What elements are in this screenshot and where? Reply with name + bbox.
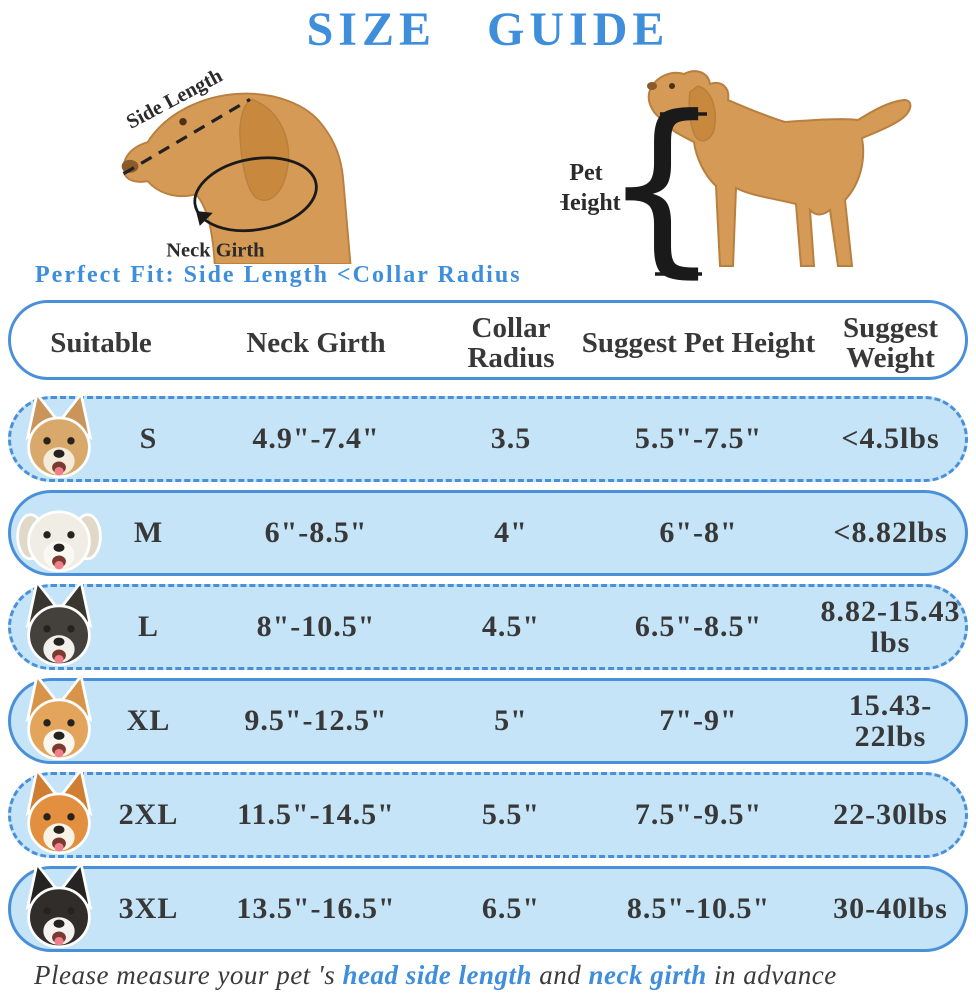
- pet-height-value: 7"-9": [659, 704, 738, 738]
- collar-radius-value: 4": [494, 516, 528, 550]
- pet-height-value: 7.5"-9.5": [634, 798, 763, 832]
- dog-head-measurement-illustration: Side Length Neck Girth: [121, 64, 352, 264]
- neck-girth-value: 6"-8.5": [264, 516, 368, 550]
- footer-text: Please measure your pet 's: [34, 960, 343, 990]
- weight-value: 22-30lbs: [833, 798, 948, 832]
- size-row-s: S 4.9"-7.4" 3.5 5.5"-7.5" <4.5lbs: [8, 390, 968, 482]
- size-row-xl: XL 9.5"-12.5" 5" 7"-9" 15.43-22lbs: [8, 672, 968, 764]
- weight-value: 8.82-15.43 lbs: [820, 594, 961, 659]
- neck-girth-value: 13.5"-16.5": [236, 892, 396, 926]
- pet-height-label-line2: Height: [560, 190, 621, 216]
- collar-radius-value: 5.5": [481, 798, 541, 832]
- size-row-l: L 8"-10.5" 4.5" 6.5"-8.5" 8.82-15.43 lbs: [8, 578, 968, 670]
- size-label: M: [133, 516, 164, 550]
- page-title: SIZE GUIDE: [306, 3, 670, 56]
- header-collar-radius: Collar Radius: [467, 311, 555, 374]
- header-weight: Suggest Weight: [842, 311, 939, 374]
- side-length-dashed-line: [122, 97, 251, 176]
- neck-girth-loop: [193, 156, 318, 233]
- pet-height-illustration: { Pet Height: [560, 70, 912, 295]
- collar-radius-value: 5": [494, 704, 528, 738]
- size-label: XL: [126, 704, 171, 738]
- pet-height-value: 5.5"-7.5": [634, 422, 763, 456]
- weight-value: 30-40lbs: [833, 892, 948, 926]
- size-label: L: [137, 610, 159, 644]
- collar-radius-value: 6.5": [481, 892, 541, 926]
- measurement-diagrams: Side Length Neck Girth { Pet Height: [0, 58, 976, 295]
- neck-girth-value: 8"-10.5": [256, 610, 376, 644]
- size-label: S: [139, 422, 158, 456]
- pet-height-value: 6.5"-8.5": [634, 610, 763, 644]
- size-label: 3XL: [118, 892, 179, 926]
- size-row-3xl: 3XL 13.5"-16.5" 6.5" 8.5"-10.5" 30-40lbs: [8, 860, 968, 952]
- neck-girth-value: 9.5"-12.5": [244, 704, 388, 738]
- height-brace: {: [602, 76, 722, 295]
- weight-value: <4.5lbs: [841, 422, 940, 456]
- neck-girth-label: Neck Girth: [166, 240, 265, 262]
- header-suitable: Suitable: [50, 326, 152, 359]
- footer-text: and: [531, 960, 589, 990]
- footer-highlight-neck-girth: neck girth: [588, 960, 707, 990]
- dog-ear-shape: [239, 98, 290, 201]
- perfect-fit-note: Perfect Fit: Side Length <Collar Radius: [35, 262, 522, 288]
- pet-height-label-line1: Pet: [569, 160, 602, 186]
- footer-text: in advance: [706, 960, 837, 990]
- dog-eye: [179, 117, 187, 126]
- collar-radius-value: 3.5: [490, 422, 532, 456]
- size-table: Suitable Neck Girth Collar Radius Sugges…: [0, 300, 976, 952]
- neck-girth-value: 11.5"-14.5": [237, 798, 395, 832]
- pet-height-value: 8.5"-10.5": [626, 892, 771, 926]
- collar-radius-value: 4.5": [481, 610, 541, 644]
- pet-height-value: 6"-8": [659, 516, 738, 550]
- dog-head-shape: [122, 92, 352, 264]
- standing-dog-eye: [669, 83, 675, 89]
- dog-nose: [121, 159, 139, 173]
- neck-girth-value: 4.9"-7.4": [252, 422, 380, 456]
- header-neck-girth: Neck Girth: [246, 326, 386, 359]
- size-label: 2XL: [118, 798, 179, 832]
- weight-value: <8.82lbs: [833, 516, 948, 550]
- header-pet-height: Suggest Pet Height: [581, 326, 816, 359]
- weight-value: 15.43-22lbs: [848, 688, 933, 753]
- neck-girth-arrowhead: [196, 210, 213, 226]
- measure-advice-note: Please measure your pet 's head side len…: [34, 960, 976, 991]
- footer-highlight-side-length: head side length: [342, 960, 532, 990]
- table-header-row: Suitable Neck Girth Collar Radius Sugges…: [8, 300, 968, 380]
- standing-dog-nose: [647, 82, 657, 90]
- size-row-m: M 6"-8.5" 4" 6"-8" <8.82lbs: [8, 490, 968, 576]
- size-row-2xl: 2XL 11.5"-14.5" 5.5" 7.5"-9.5" 22-30lbs: [8, 766, 968, 858]
